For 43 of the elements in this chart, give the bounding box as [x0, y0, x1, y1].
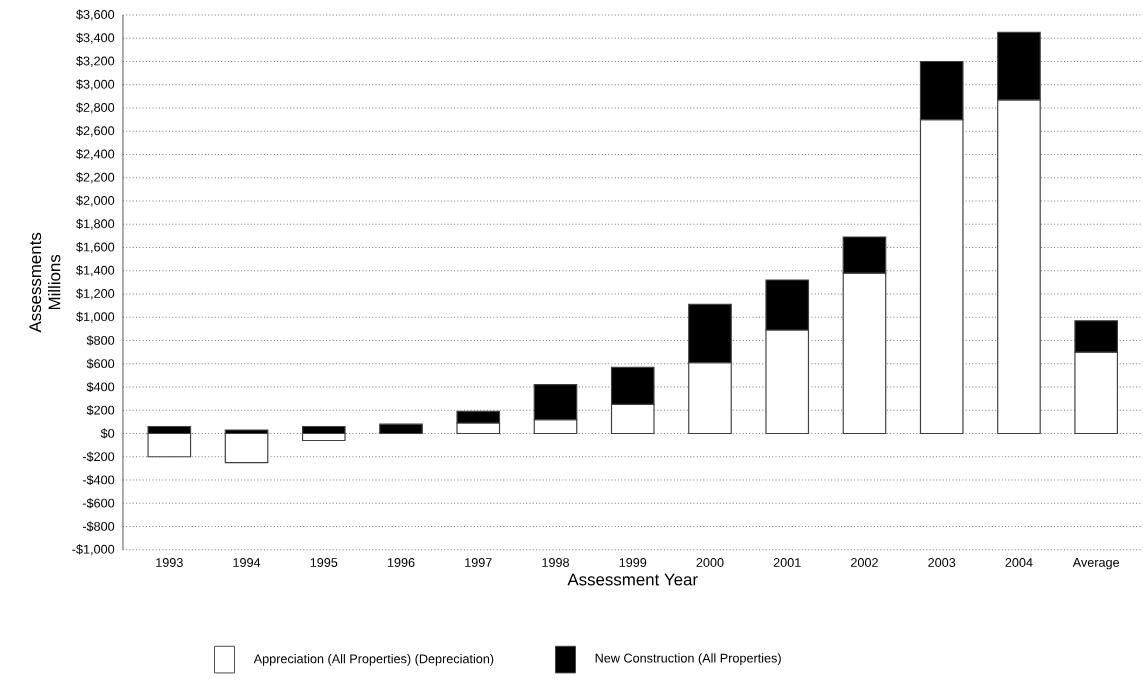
y-tick-label: $3,200	[76, 56, 115, 68]
y-tick-label: $200	[86, 405, 115, 416]
y-tick-label: $2,400	[76, 149, 115, 161]
x-tick-label: 1996	[387, 558, 415, 568]
y-tick-label: $1,200	[76, 288, 115, 300]
x-tick-label: 2004	[1005, 558, 1033, 568]
y-tick-label: $2,000	[76, 195, 115, 207]
y-tick-label: $3,000	[76, 79, 115, 91]
x-tick-label: 1997	[465, 558, 492, 568]
x-tick-label: 1994	[233, 558, 261, 568]
y-tick-label: $3,400	[76, 32, 115, 44]
x-tick-label: 1998	[542, 558, 569, 568]
legend-label: Appreciation (All Properties) (Depreciation)	[253, 654, 494, 666]
y-tick-label: $3,600	[76, 9, 115, 21]
x-tick-label: 1993	[156, 558, 183, 568]
x-axis-title: Assessment Year	[567, 573, 698, 586]
y-tick-label: -$600	[82, 498, 115, 509]
x-tick-label: 1999	[619, 558, 647, 568]
y-tick-label: $1,000	[76, 311, 115, 323]
y-tick-label: $2,200	[76, 172, 115, 184]
y-tick-label: $2,800	[76, 102, 115, 114]
y-tick-label: $400	[86, 382, 115, 393]
y-axis-title: Assessments Millions	[29, 233, 61, 333]
y-tick-label: $800	[86, 335, 115, 346]
x-tick-label: 1995	[310, 558, 338, 568]
y-tick-label: -$1,000	[72, 544, 115, 556]
x-tick-label: 2002	[851, 558, 878, 568]
x-tick-label: 2000	[696, 558, 724, 568]
y-tick-label: -$400	[82, 475, 115, 486]
y-tick-label: -$200	[82, 451, 115, 463]
y-tick-label: $0	[100, 428, 115, 439]
y-tick-label: $1,600	[76, 242, 115, 254]
y-tick-label: -$800	[82, 521, 115, 532]
bar	[224, 433, 269, 464]
y-tick-label: $2,600	[76, 125, 115, 137]
y-tick-label: $1,400	[76, 265, 115, 277]
x-tick-label: 2003	[928, 558, 956, 568]
x-tick-label: 2001	[773, 558, 801, 568]
bar	[379, 423, 423, 435]
y-tick-label: $600	[86, 358, 115, 370]
y-tick-label: $1,800	[76, 218, 115, 230]
legend-label: New Construction (All Properties)	[595, 653, 781, 666]
x-tick-label: Average	[1072, 558, 1120, 570]
